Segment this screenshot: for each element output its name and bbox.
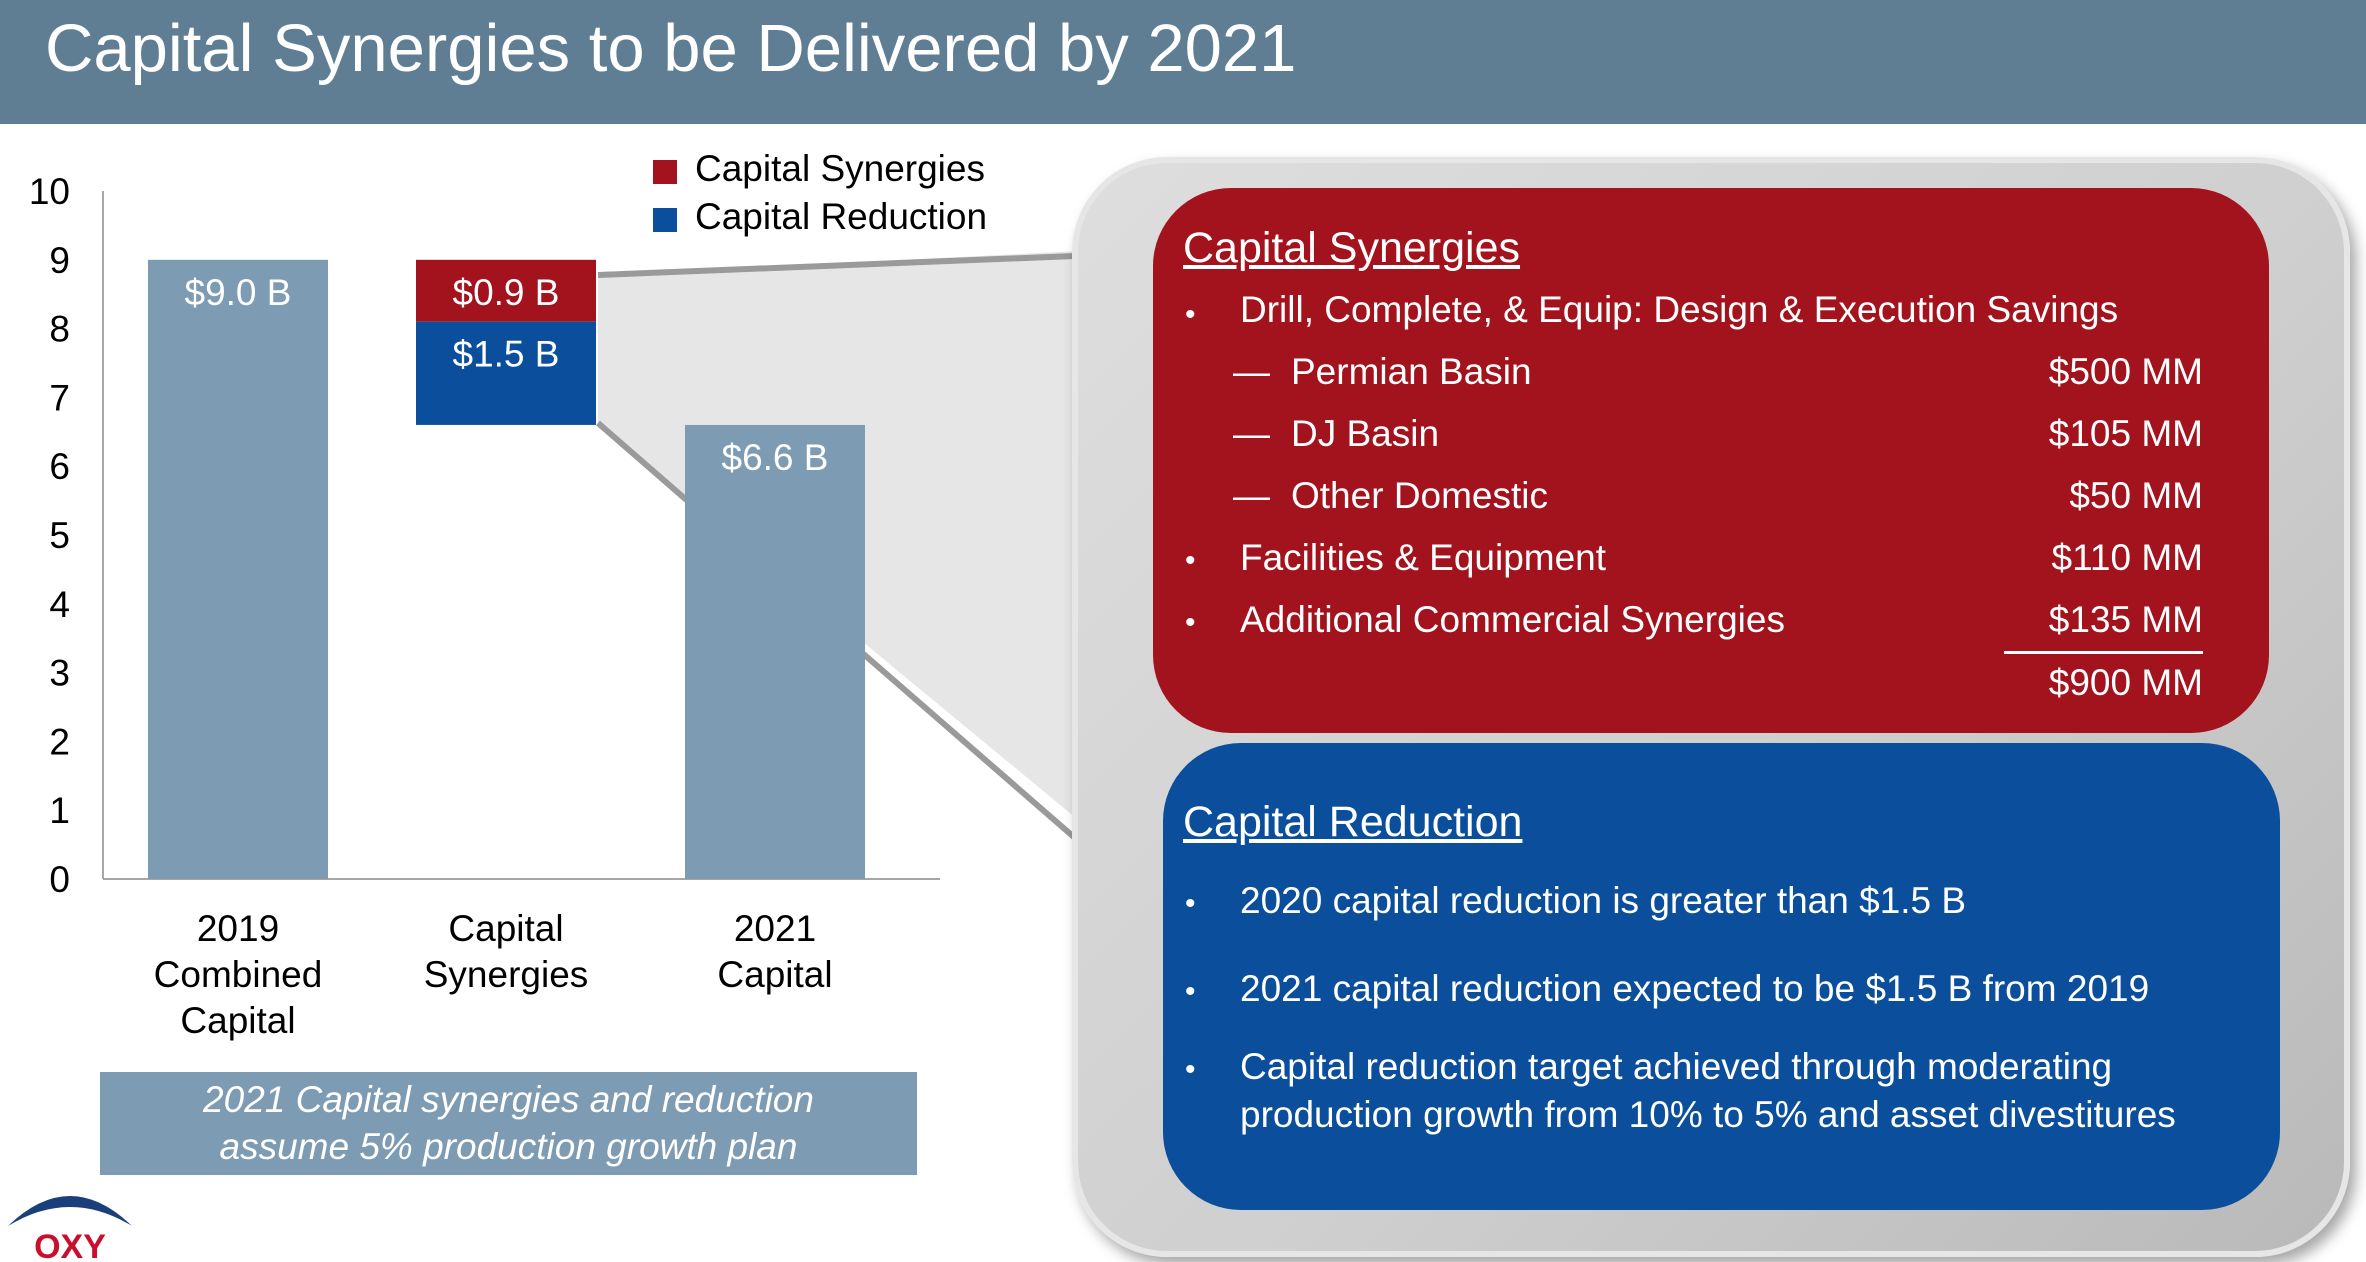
data-label: $9.0 B xyxy=(185,272,292,313)
reduction-item-target-line-1: Capital reduction target achieved throug… xyxy=(1240,1046,2113,1087)
legend-swatch xyxy=(653,208,677,232)
synergy-amount-facilities: $110 MM xyxy=(2051,537,2204,578)
synergy-item-drill: Drill, Complete, & Equip: Design & Execu… xyxy=(1240,289,2119,330)
y-tick-label: 3 xyxy=(49,653,70,694)
y-tick-label: 0 xyxy=(49,859,70,900)
x-tick-label: Capital xyxy=(180,1000,295,1041)
data-label: $6.6 B xyxy=(722,437,829,478)
total-rule xyxy=(2004,651,2203,654)
bullet-marker: • xyxy=(1185,298,1196,331)
assumption-note: 2021 Capital synergies and reduction ass… xyxy=(100,1072,917,1175)
bar xyxy=(148,259,328,879)
y-tick-label: 10 xyxy=(29,171,70,212)
capital-synergies-box: Capital Synergies • Drill, Complete, & E… xyxy=(1153,188,2269,733)
x-tick-label: 2021 xyxy=(734,908,816,949)
logo-arc xyxy=(8,1196,132,1226)
dash-marker: — xyxy=(1233,413,1270,454)
dash-marker: — xyxy=(1233,475,1270,516)
synergies-title: Capital Synergies xyxy=(1183,224,1521,272)
bullet-marker: • xyxy=(1185,975,1196,1008)
synergy-item-permian: Permian Basin xyxy=(1291,351,1532,392)
x-tick-label: Synergies xyxy=(424,954,589,995)
synergy-amount-other-domestic: $50 MM xyxy=(2069,475,2203,516)
x-tick-label: Capital xyxy=(717,954,832,995)
x-tick-label: 2019 xyxy=(197,908,279,949)
synergy-item-commercial: Additional Commercial Synergies xyxy=(1240,599,1785,640)
capital-reduction-box: Capital Reduction • 2020 capital reducti… xyxy=(1163,743,2280,1210)
synergy-amount-commercial: $135 MM xyxy=(2048,599,2203,640)
y-tick-label: 4 xyxy=(49,584,70,625)
synergy-item-facilities: Facilities & Equipment xyxy=(1240,537,1607,578)
legend-label: Capital Synergies xyxy=(695,148,985,189)
y-tick-label: 2 xyxy=(49,721,70,762)
note-line-2: assume 5% production growth plan xyxy=(219,1126,798,1167)
reduction-item-2020: 2020 capital reduction is greater than $… xyxy=(1240,880,1967,921)
bullet-marker: • xyxy=(1185,544,1196,577)
bar xyxy=(685,424,865,879)
x-tick-label: Combined xyxy=(154,954,323,995)
header-bar: Capital Synergies to be Delivered by 202… xyxy=(0,0,2366,124)
y-tick-label: 6 xyxy=(49,446,70,487)
synergy-item-dj-basin: DJ Basin xyxy=(1291,413,1440,454)
oxy-logo: OXY xyxy=(8,1196,132,1262)
note-line-1: 2021 Capital synergies and reduction xyxy=(203,1079,814,1120)
y-tick-label: 1 xyxy=(49,790,70,831)
reduction-item-2021: 2021 capital reduction expected to be $1… xyxy=(1240,968,2150,1009)
callout-line-top xyxy=(597,252,1101,278)
synergy-item-other-domestic: Other Domestic xyxy=(1291,475,1549,516)
data-label: $0.9 B xyxy=(453,272,560,313)
bar-chart: 0 1 2 3 4 5 6 7 8 9 10 $9.0 B $0.9 B $1.5 B $6.6 B 2019… xyxy=(29,148,987,1041)
y-tick-label: 5 xyxy=(49,515,70,556)
bullet-marker: • xyxy=(1185,1053,1196,1086)
reduction-item-target-line-2: production growth from 10% to 5% and ass… xyxy=(1240,1094,2176,1135)
y-tick-label: 8 xyxy=(49,309,70,350)
bullet-marker: • xyxy=(1185,887,1196,920)
page-title: Capital Synergies to be Delivered by 202… xyxy=(45,11,1297,86)
legend-swatch xyxy=(653,160,677,184)
y-tick-label: 7 xyxy=(49,377,70,418)
bullet-marker: • xyxy=(1185,606,1196,639)
bar xyxy=(416,259,596,322)
logo-wordmark: OXY xyxy=(34,1228,106,1262)
synergy-total: $900 MM xyxy=(2048,662,2203,703)
reduction-title: Capital Reduction xyxy=(1183,798,1523,846)
x-tick-label: Capital xyxy=(448,908,563,949)
synergy-amount-permian: $500 MM xyxy=(2048,351,2203,392)
y-tick-label: 9 xyxy=(49,240,70,281)
dash-marker: — xyxy=(1233,351,1270,392)
data-label: $1.5 B xyxy=(453,334,560,375)
legend-label: Capital Reduction xyxy=(695,196,987,237)
bar xyxy=(416,321,596,425)
synergy-amount-dj-basin: $105 MM xyxy=(2048,413,2203,454)
